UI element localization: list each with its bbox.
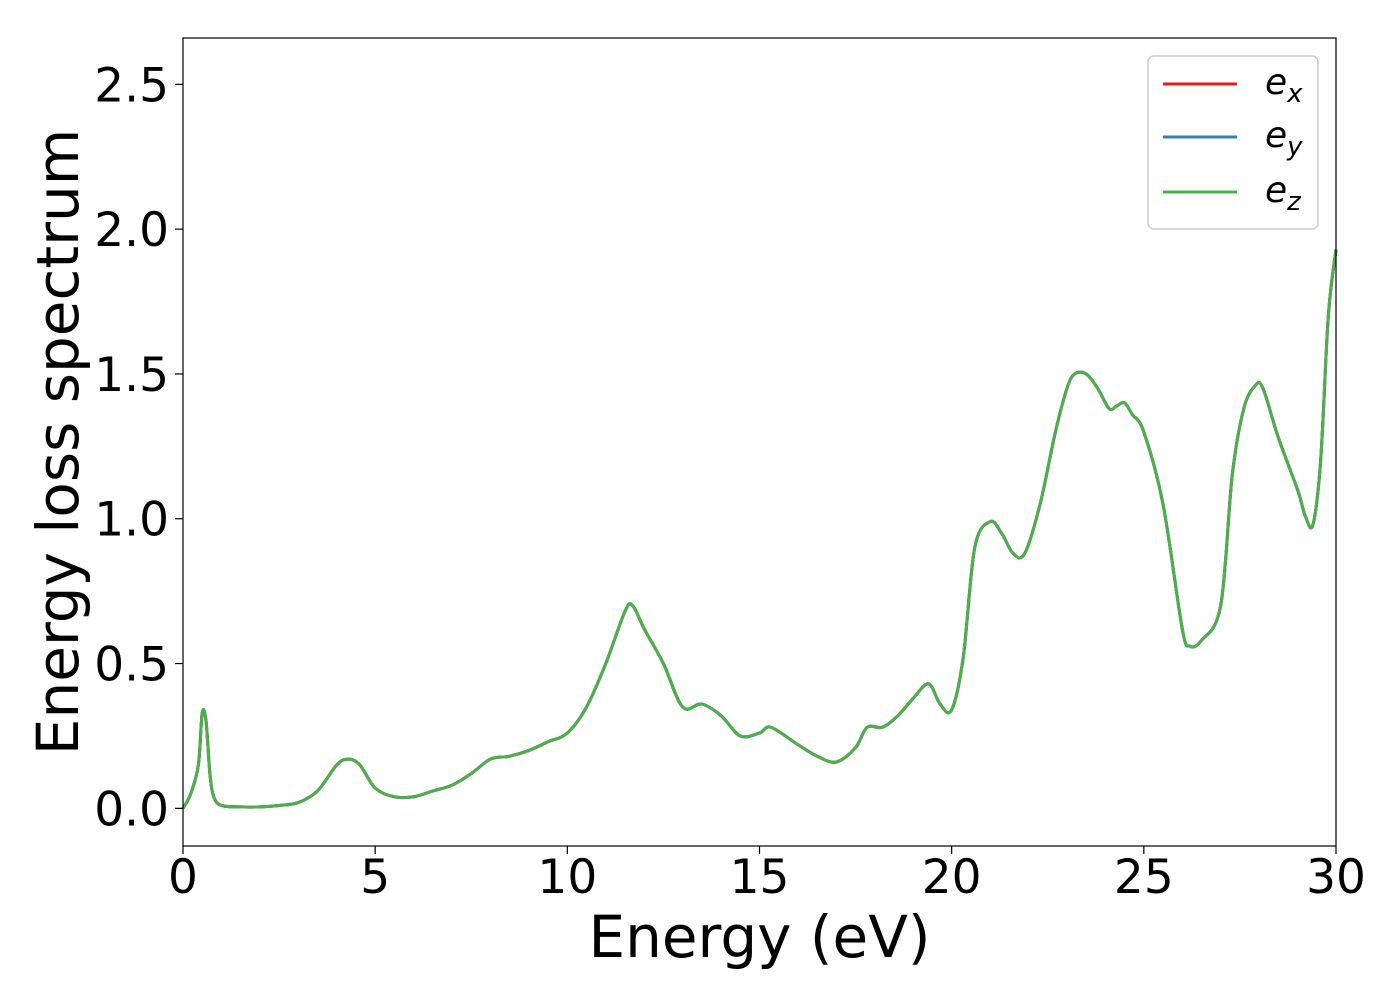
y-tick-label: 0.5 [94,638,169,693]
x-tick-label: 10 [537,850,597,905]
x-tick-label: 5 [360,850,390,905]
x-tick-label: 20 [922,850,982,905]
y-axis-ticks: 0.0 0.5 1.0 1.5 2.0 2.5 [94,58,183,837]
legend-label-z: ez [1265,170,1302,217]
series-layer [181,249,1338,810]
x-axis-ticks: 0 5 10 15 20 25 30 [168,846,1366,905]
y-tick-label: 1.0 [94,493,169,548]
legend-label-x: ex [1265,62,1303,109]
legend: ex ey ez [1147,55,1319,230]
legend-box [1147,55,1319,230]
x-axis-title: Energy (eV) [588,903,930,971]
x-tick-label: 25 [1114,850,1174,905]
x-tick-label: 15 [730,850,790,905]
legend-label-y: ey [1265,115,1303,162]
series-line-e-z [181,249,1338,810]
x-tick-label: 0 [168,850,198,905]
y-axis-title: Energy loss spectrum [24,129,92,755]
x-tick-label: 30 [1306,850,1366,905]
y-tick-label: 2.0 [94,203,169,258]
y-tick-label: 2.5 [94,58,169,113]
y-tick-label: 0.0 [94,782,169,837]
y-tick-label: 1.5 [94,348,169,403]
